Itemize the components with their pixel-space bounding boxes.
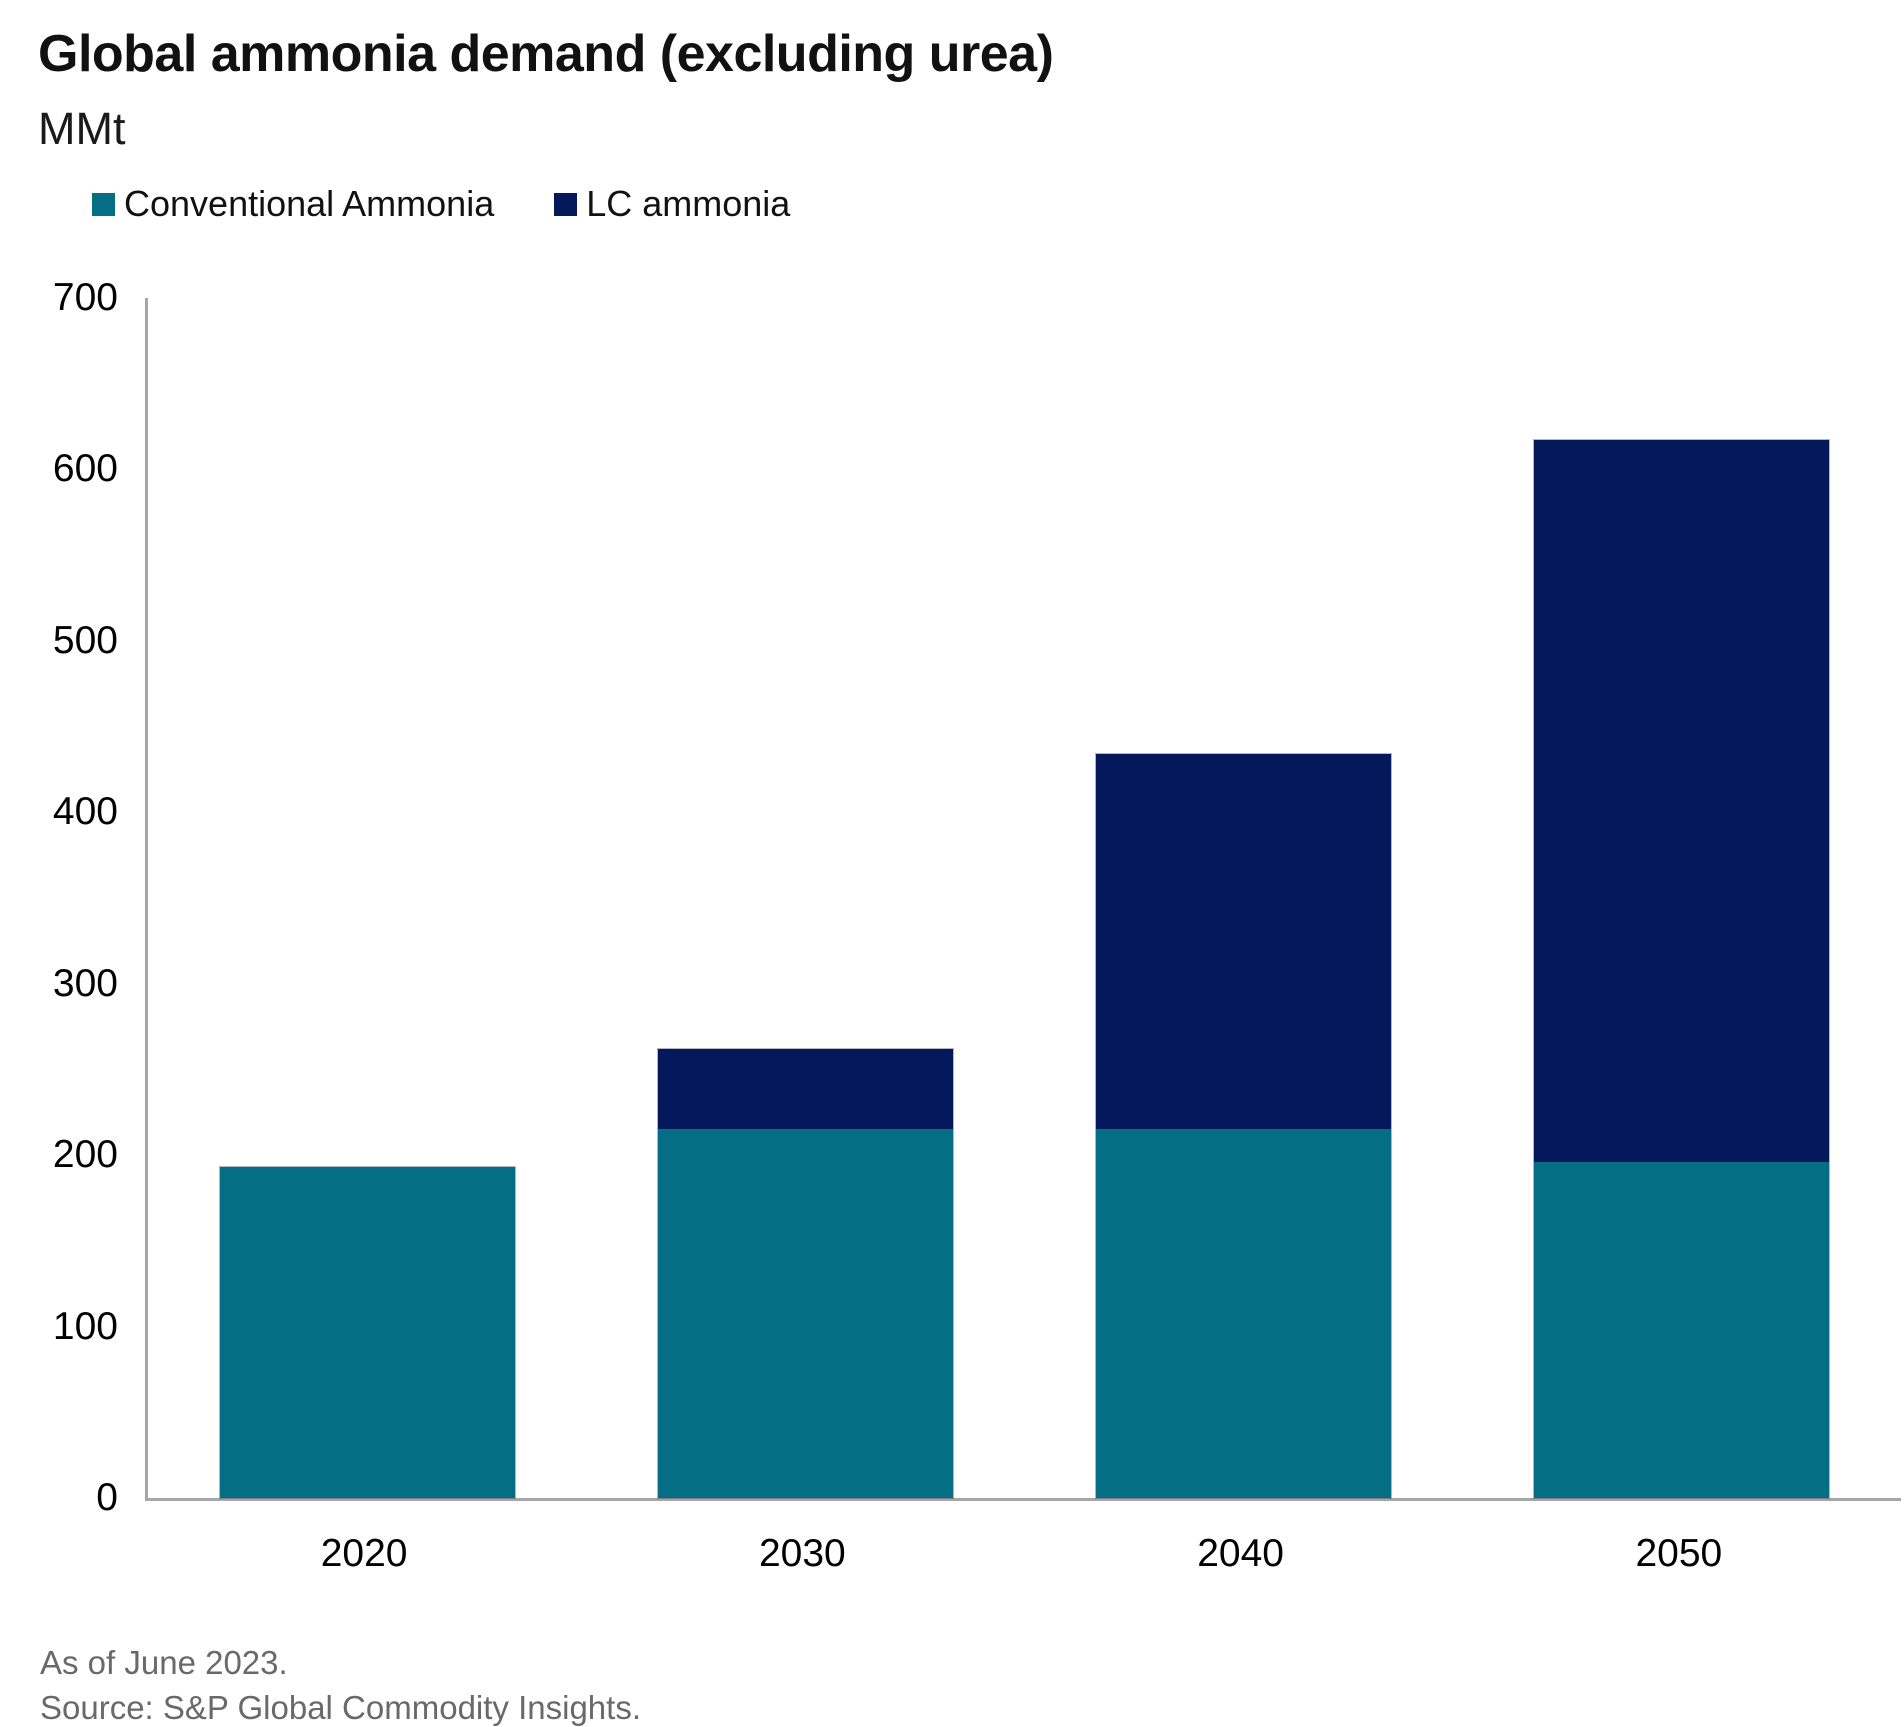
legend-label-conventional-ammonia: Conventional Ammonia: [124, 183, 495, 224]
x-tick-label-2020: 2020: [320, 1532, 408, 1575]
bar-2050: [1533, 439, 1831, 1499]
y-tick-label: 0: [96, 1476, 118, 1519]
x-tick-label-2030: 2030: [758, 1532, 846, 1575]
bar-segment-2020-conventional-ammonia: [219, 1167, 515, 1498]
bar-segment-2050-conventional-ammonia: [1534, 1162, 1830, 1498]
x-tick-label-2040: 2040: [1197, 1532, 1284, 1575]
bar-segment-2030-conventional-ammonia: [657, 1129, 953, 1498]
bar-slot-2020: [148, 298, 586, 1499]
bar-2020: [218, 1166, 516, 1499]
footnote: As of June 2023. Source: S&P Global Comm…: [40, 1641, 641, 1727]
bar-2040: [1095, 753, 1393, 1499]
bar-slot-2050: [1463, 298, 1901, 1499]
y-tick-label: 600: [52, 447, 118, 491]
bar-segment-2050-lc-ammonia: [1534, 440, 1830, 1162]
legend-item-conventional-ammonia: Conventional Ammonia: [92, 183, 494, 225]
plot-area: [145, 298, 1901, 1501]
asof-note: As of June 2023.: [40, 1644, 288, 1681]
legend-swatch-lc-ammonia: [554, 192, 578, 216]
chart-units-label: MMt: [38, 103, 126, 154]
bar-2030: [656, 1047, 954, 1500]
legend-swatch-conventional-ammonia: [92, 192, 115, 216]
bar-segment-2040-conventional-ammonia: [1096, 1129, 1392, 1498]
legend-item-lc-ammonia: LC ammonia: [554, 183, 790, 225]
x-tick-label-2050: 2050: [1635, 1532, 1723, 1575]
y-tick-label: 400: [52, 790, 118, 834]
bar-segment-2030-lc-ammonia: [657, 1048, 953, 1130]
y-tick-label: 700: [52, 276, 118, 319]
source-note: Source: S&P Global Commodity Insights.: [40, 1688, 641, 1726]
y-tick-label: 200: [52, 1133, 118, 1177]
y-tick-label: 500: [52, 618, 118, 662]
legend-label-lc-ammonia: LC ammonia: [586, 183, 791, 224]
bar-slot-2030: [586, 298, 1024, 1500]
y-axis-tick-labels: 0 100 200 300 400 500 600 700: [0, 276, 118, 1519]
legend: Conventional Ammonia LC ammonia: [92, 183, 790, 225]
chart-title: Global ammonia demand (excluding urea): [38, 25, 1054, 83]
bar-slot-2040: [1025, 298, 1463, 1499]
x-axis-labels: 2020 2030 2040 2050: [145, 1532, 1901, 1582]
bar-segment-2040-lc-ammonia: [1096, 754, 1392, 1130]
y-tick-label: 100: [52, 1304, 118, 1348]
y-tick-label: 300: [52, 961, 118, 1005]
